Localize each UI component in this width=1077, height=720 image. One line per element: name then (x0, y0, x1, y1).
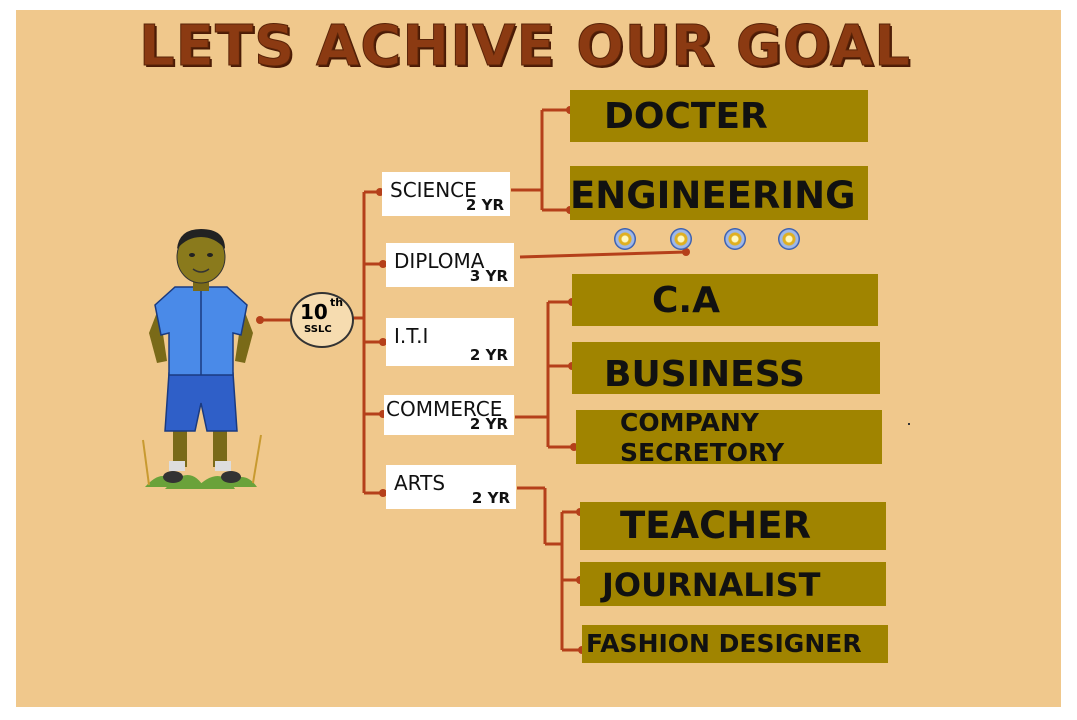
stream-arts: ARTS 2 YR (386, 465, 516, 509)
stream-name: I.T.I (394, 324, 429, 348)
stream-duration: 2 YR (465, 196, 504, 214)
hub-label: SSLC (304, 324, 332, 335)
career-business: BUSINESS (572, 342, 880, 395)
career-docter: DOCTER (570, 90, 868, 142)
stream-name: DIPLOMA (394, 249, 485, 273)
stream-science: SCIENCE 2 YR (382, 172, 510, 216)
career-label: ENGINEERING (570, 174, 856, 217)
diploma-option-icon (614, 228, 636, 250)
career-engineering: ENGINEERING (570, 166, 868, 220)
stream-duration: 3 YR (469, 267, 508, 285)
stray-dot (908, 423, 910, 425)
student-illustration (142, 229, 262, 489)
sslc-hub: 10 th SSLC (290, 292, 354, 348)
stream-duration: 2 YR (469, 346, 508, 364)
career-teacher: TEACHER (580, 502, 886, 550)
stream-name: ARTS (394, 471, 446, 495)
career-ca: C.A (572, 274, 878, 326)
career-label-line1: COMPANY (620, 408, 759, 437)
stream-diploma: DIPLOMA 3 YR (386, 243, 514, 287)
career-label: C.A (652, 280, 720, 321)
career-label: BUSINESS (604, 354, 805, 395)
career-label: JOURNALIST (602, 566, 821, 604)
hub-number: 10 (300, 300, 328, 324)
stream-iti: I.T.I 2 YR (386, 318, 514, 366)
career-journalist: JOURNALIST (580, 562, 886, 606)
career-label: DOCTER (604, 96, 768, 137)
stream-name: COMMERCE (386, 397, 503, 421)
diploma-option-icon (778, 228, 800, 250)
stream-name: SCIENCE (390, 178, 477, 202)
stream-commerce: COMMERCE 2 YR (384, 395, 514, 435)
career-label: FASHION DESIGNER (586, 629, 862, 658)
stream-duration: 2 YR (471, 489, 510, 507)
stream-duration: 2 YR (469, 415, 508, 433)
diploma-option-icon (670, 228, 692, 250)
diploma-option-icon (724, 228, 746, 250)
career-company-secretory: COMPANY SECRETORY (576, 408, 882, 467)
poster-title: LETS ACHIVE OUR GOAL (139, 14, 911, 80)
career-label-line2: SECRETORY (620, 438, 785, 467)
hub-superscript: th (330, 296, 344, 309)
career-label: TEACHER (620, 504, 812, 547)
career-fashion-designer: FASHION DESIGNER (582, 625, 888, 663)
